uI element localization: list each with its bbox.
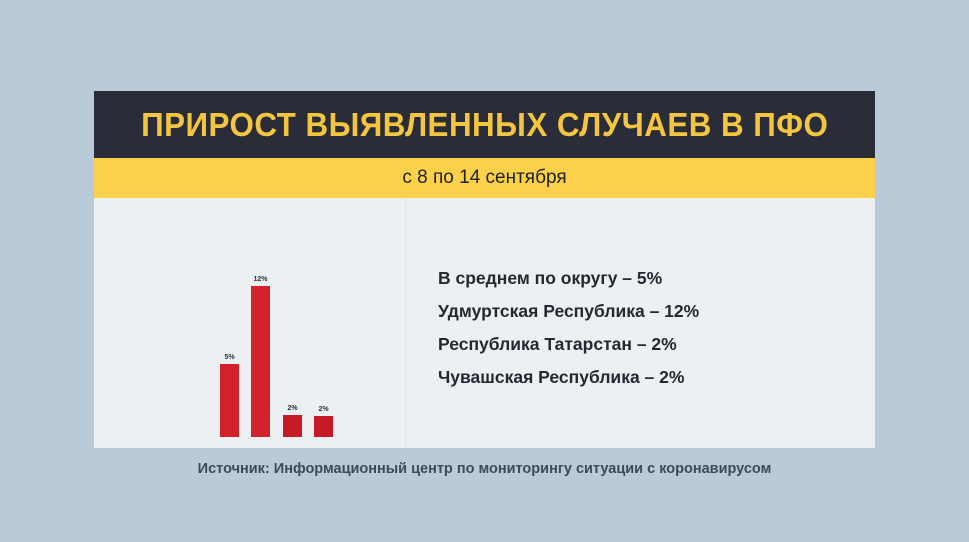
bar-value-label: 2% [287, 405, 298, 412]
bar [251, 286, 270, 437]
chart-body: 5% 12% 2% 2% В среднем по округу – 5% Уд… [94, 198, 875, 448]
bar-average: 5% [220, 354, 239, 437]
date-range: с 8 по 14 сентября [402, 167, 567, 188]
legend-item-average: В среднем по округу – 5% [438, 268, 663, 288]
bar-value-label: 12% [253, 276, 268, 283]
date-band: с 8 по 14 сентября [94, 158, 875, 198]
infographic-card: ПРИРОСТ ВЫЯВЛЕННЫХ СЛУЧАЕВ В ПФО с 8 по … [94, 91, 875, 448]
page-title: ПРИРОСТ ВЫЯВЛЕННЫХ СЛУЧАЕВ В ПФО [140, 105, 829, 143]
bar-value-label: 5% [224, 354, 235, 361]
legend-item-udmurtia: Удмуртская Республика – 12% [438, 301, 700, 321]
legend: В среднем по округу – 5% Удмуртская Респ… [438, 262, 699, 394]
bar-udmurtia: 12% [251, 276, 270, 437]
divider [405, 198, 406, 448]
legend-item-chuvashia: Чувашская Республика – 2% [438, 367, 685, 387]
bar-chart: 5% 12% 2% 2% [94, 198, 405, 448]
source-note: Источник: Информационный центр по монито… [197, 461, 772, 477]
legend-item-tatarstan: Республика Татарстан – 2% [438, 334, 677, 354]
title-bar: ПРИРОСТ ВЫЯВЛЕННЫХ СЛУЧАЕВ В ПФО [94, 91, 875, 158]
bar [314, 416, 333, 437]
bar-value-label: 2% [318, 406, 329, 413]
bar-tatarstan: 2% [283, 405, 302, 437]
bar-chuvashia: 2% [314, 406, 333, 437]
bar [220, 364, 239, 437]
bar [283, 415, 302, 437]
